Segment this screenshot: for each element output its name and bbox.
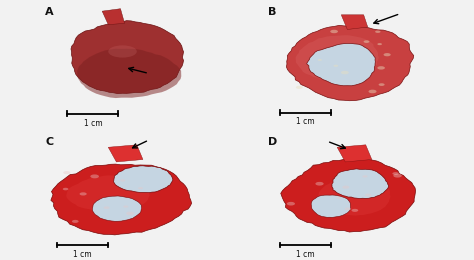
Ellipse shape [364,40,369,43]
Polygon shape [102,9,125,25]
Ellipse shape [138,187,143,189]
Polygon shape [281,159,416,232]
Polygon shape [71,21,183,94]
Text: C: C [45,138,53,147]
Polygon shape [108,145,143,162]
Polygon shape [296,35,379,80]
Ellipse shape [104,206,109,209]
Polygon shape [92,196,142,221]
Ellipse shape [362,175,368,178]
Ellipse shape [341,71,349,74]
Ellipse shape [336,196,341,199]
Polygon shape [311,195,350,217]
Ellipse shape [345,207,351,210]
Ellipse shape [315,182,324,186]
Text: 1 cm: 1 cm [73,250,92,259]
Ellipse shape [91,174,99,178]
Ellipse shape [377,66,385,70]
Ellipse shape [379,83,384,86]
Ellipse shape [352,209,358,212]
Ellipse shape [383,53,391,56]
Ellipse shape [126,212,134,215]
Ellipse shape [365,194,372,197]
Ellipse shape [375,30,381,33]
Text: 1 cm: 1 cm [84,119,102,128]
Ellipse shape [368,90,376,93]
Ellipse shape [108,45,137,57]
Ellipse shape [342,186,349,189]
Text: 1 cm: 1 cm [296,250,315,259]
Polygon shape [317,177,391,216]
Ellipse shape [120,179,125,181]
Text: A: A [45,8,54,17]
Ellipse shape [72,220,79,223]
Ellipse shape [318,59,322,61]
Polygon shape [337,145,372,162]
Ellipse shape [287,202,295,205]
Polygon shape [114,166,173,193]
Text: 1 cm: 1 cm [296,118,315,126]
Polygon shape [77,49,181,98]
Ellipse shape [123,205,128,208]
Polygon shape [51,164,191,235]
Ellipse shape [393,174,402,178]
Ellipse shape [80,192,87,196]
Ellipse shape [63,188,68,190]
Ellipse shape [333,65,338,67]
Ellipse shape [63,171,70,174]
Text: B: B [268,8,276,17]
Polygon shape [307,43,375,86]
Text: D: D [268,138,277,147]
Ellipse shape [296,86,303,89]
Ellipse shape [392,172,399,175]
Polygon shape [341,15,368,29]
Polygon shape [332,169,389,199]
Ellipse shape [377,43,382,45]
Polygon shape [66,176,150,211]
Ellipse shape [330,30,338,33]
Polygon shape [286,25,414,101]
